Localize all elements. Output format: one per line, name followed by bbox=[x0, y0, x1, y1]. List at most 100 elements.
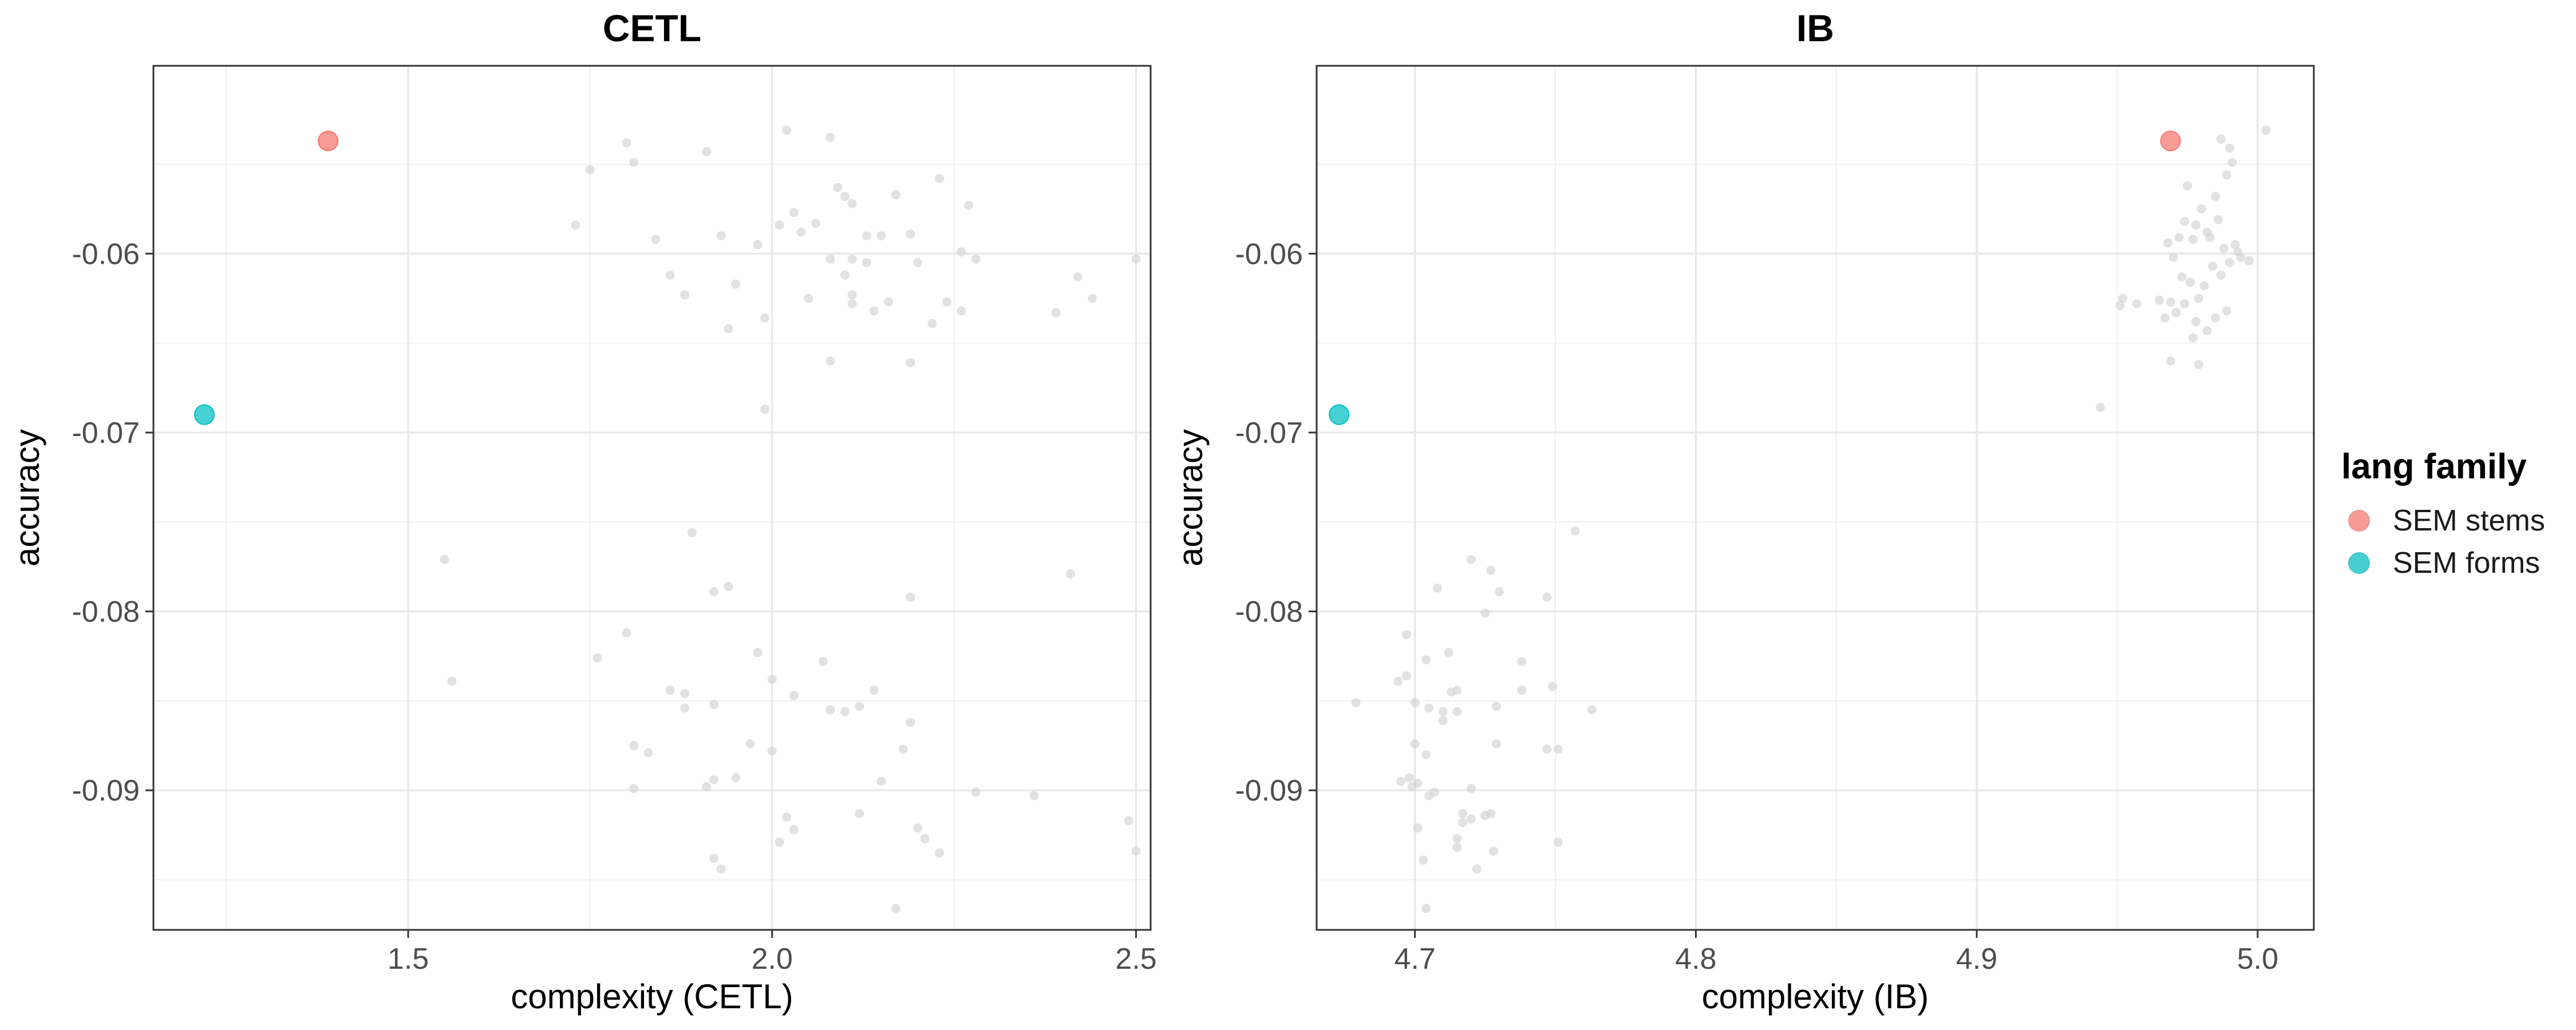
background-point bbox=[2227, 157, 2237, 167]
background-point bbox=[1489, 846, 1499, 856]
background-point bbox=[2155, 295, 2164, 305]
legend-key-sem-stems bbox=[2348, 510, 2370, 532]
background-point bbox=[862, 231, 872, 240]
legend-item-sem-stems: SEM stems bbox=[2341, 500, 2545, 542]
background-point bbox=[643, 748, 653, 758]
x-tick-label: 1.5 bbox=[388, 942, 429, 976]
background-point bbox=[1466, 814, 1476, 824]
x-axis-label-cetl: complexity (CETL) bbox=[511, 977, 793, 1016]
background-point bbox=[2168, 252, 2178, 262]
point-sem-forms bbox=[194, 404, 215, 425]
background-point bbox=[1452, 686, 1462, 695]
background-point bbox=[1587, 705, 1597, 715]
background-point bbox=[964, 200, 974, 210]
background-point bbox=[622, 628, 631, 638]
background-point bbox=[855, 702, 864, 711]
background-point bbox=[840, 192, 850, 201]
background-point bbox=[1410, 698, 1420, 707]
background-point bbox=[1131, 254, 1141, 264]
background-point bbox=[2183, 181, 2192, 191]
background-point bbox=[1548, 682, 1558, 691]
background-point bbox=[1393, 676, 1403, 686]
background-point bbox=[447, 676, 457, 686]
background-point bbox=[2160, 313, 2170, 323]
background-point bbox=[629, 784, 639, 794]
background-point bbox=[753, 240, 762, 249]
panel-title-cetl: CETL bbox=[603, 7, 701, 49]
background-point bbox=[957, 247, 966, 257]
background-point bbox=[847, 254, 857, 264]
background-point bbox=[1466, 784, 1476, 794]
background-point bbox=[731, 773, 741, 783]
background-point bbox=[782, 813, 792, 822]
background-point bbox=[884, 297, 894, 307]
background-point bbox=[1452, 834, 1462, 843]
background-point bbox=[1570, 526, 1580, 536]
background-point bbox=[942, 297, 951, 307]
background-point bbox=[760, 313, 770, 323]
background-point bbox=[680, 689, 690, 699]
background-point bbox=[1421, 750, 1431, 759]
background-point bbox=[818, 657, 828, 667]
background-point bbox=[847, 290, 857, 300]
y-tick-label: -0.09 bbox=[72, 774, 140, 807]
background-point bbox=[855, 809, 864, 818]
background-point bbox=[1458, 809, 1468, 818]
x-tick-label: 4.9 bbox=[1956, 942, 1997, 976]
background-point bbox=[665, 686, 675, 695]
background-point bbox=[891, 190, 900, 200]
background-point bbox=[789, 691, 799, 700]
point-sem-forms bbox=[1329, 404, 1350, 425]
background-point bbox=[796, 227, 806, 237]
background-point bbox=[825, 356, 835, 366]
background-point bbox=[1494, 587, 1504, 597]
y-tick-label: -0.07 bbox=[1235, 417, 1303, 450]
background-point bbox=[2233, 247, 2243, 257]
background-point bbox=[869, 306, 879, 316]
x-tick-label: 5.0 bbox=[2237, 942, 2278, 976]
background-point bbox=[1517, 686, 1527, 695]
background-point bbox=[2194, 360, 2203, 370]
background-point bbox=[2205, 233, 2215, 243]
background-point bbox=[2211, 192, 2221, 201]
legend-label-sem-forms: SEM forms bbox=[2393, 546, 2541, 580]
legend: lang family SEM stems SEM forms bbox=[2341, 446, 2545, 584]
background-point bbox=[1458, 818, 1468, 827]
background-point bbox=[2225, 143, 2234, 153]
background-point bbox=[891, 904, 900, 913]
background-point bbox=[1051, 308, 1061, 318]
background-point bbox=[847, 199, 857, 208]
background-point bbox=[2188, 333, 2198, 343]
background-point bbox=[935, 173, 945, 183]
background-point bbox=[680, 703, 690, 713]
background-point bbox=[2115, 300, 2125, 310]
background-point bbox=[731, 279, 741, 289]
background-point bbox=[1088, 294, 1097, 303]
background-point bbox=[1421, 904, 1431, 913]
background-point bbox=[957, 306, 966, 316]
background-point bbox=[1438, 707, 1448, 716]
background-point bbox=[680, 290, 690, 300]
background-point bbox=[1433, 583, 1443, 593]
plot-area-cetl bbox=[153, 66, 1151, 930]
background-point bbox=[1402, 671, 1412, 681]
background-point bbox=[2180, 299, 2190, 308]
panel-title-ib: IB bbox=[1796, 7, 1834, 49]
background-point bbox=[1542, 592, 1552, 602]
background-point bbox=[2202, 326, 2212, 335]
background-point bbox=[825, 705, 835, 715]
background-point bbox=[833, 183, 843, 192]
background-point bbox=[2245, 256, 2254, 266]
background-point bbox=[906, 358, 915, 367]
background-point bbox=[1452, 843, 1462, 853]
y-tick-label: -0.06 bbox=[72, 237, 140, 271]
background-point bbox=[1410, 739, 1420, 748]
background-point bbox=[935, 848, 945, 858]
background-point bbox=[2096, 403, 2105, 413]
background-point bbox=[811, 219, 821, 228]
background-point bbox=[2211, 313, 2221, 323]
background-point bbox=[2171, 308, 2181, 318]
background-point bbox=[1131, 846, 1141, 856]
background-point bbox=[927, 319, 937, 328]
background-point bbox=[1402, 630, 1412, 640]
